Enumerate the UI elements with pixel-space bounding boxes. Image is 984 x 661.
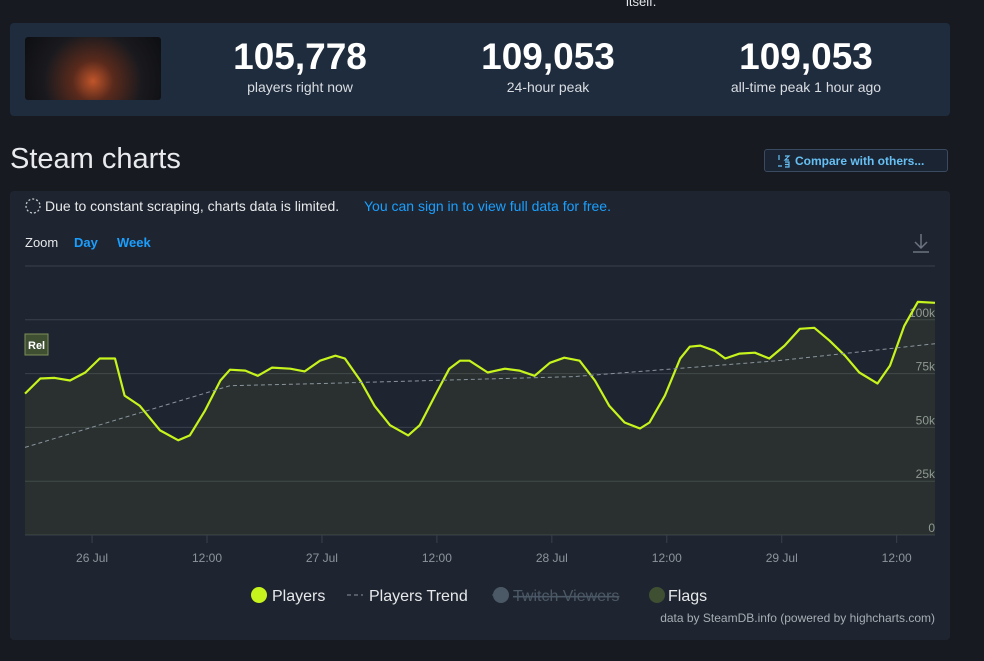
legend-symbol: [649, 587, 665, 603]
x-tick-label: 12:00: [192, 551, 222, 565]
zoom-option[interactable]: Week: [117, 235, 151, 250]
legend-item[interactable]: Players: [251, 587, 325, 605]
zoom-option[interactable]: Day: [74, 235, 99, 250]
legend-symbol: [251, 587, 267, 603]
section-title: Steam charts: [10, 143, 181, 175]
flag-label: Rel: [28, 340, 45, 352]
game-thumbnail: [25, 37, 161, 100]
y-tick-label: 100k: [909, 306, 936, 320]
notice-link[interactable]: You can sign in to view full data for fr…: [364, 198, 611, 214]
x-tick-label: 12:00: [652, 551, 682, 565]
compare-icon: [778, 155, 791, 168]
y-tick-label: 25k: [916, 467, 936, 481]
series-line: [24, 300, 936, 442]
series-area: [25, 301, 935, 535]
stat: 109,053 all-time peak 1 hour ago: [696, 35, 916, 95]
compare-button[interactable]: Compare with others...: [764, 149, 948, 172]
legend-item[interactable]: Twitch Viewers: [492, 587, 619, 605]
x-tick-label: 28 Jul: [536, 551, 568, 565]
x-tick-label: 12:00: [882, 551, 912, 565]
y-tick-label: 50k: [916, 413, 936, 427]
stat-value: 105,778: [233, 36, 367, 77]
x-tick-label: 29 Jul: [766, 551, 798, 565]
stat: 105,778 players right now: [190, 35, 410, 95]
stat: 109,053 24-hour peak: [438, 35, 658, 95]
stat-value: 109,053: [739, 36, 873, 77]
legend-item[interactable]: Flags: [649, 587, 707, 605]
top-text: itself.: [626, 0, 657, 9]
x-tick-label: 12:00: [422, 551, 452, 565]
x-tick-label: 26 Jul: [76, 551, 108, 565]
x-tick-label: 27 Jul: [306, 551, 338, 565]
chart-panel: [10, 191, 950, 640]
notice-icon: [25, 198, 41, 214]
y-tick-label: 75k: [916, 360, 936, 374]
stat-label: 24-hour peak: [506, 79, 590, 95]
stats-panel: 105,778 players right now 109,053 24-hour …: [10, 23, 950, 116]
series-line: [24, 343, 936, 448]
legend-label: Players Trend: [369, 588, 468, 605]
chart: Due to constant scraping, charts data is…: [10, 191, 950, 640]
legend-item[interactable]: Players Trend: [347, 588, 468, 605]
zoom-label: Zoom: [25, 235, 58, 250]
stat-value: 109,053: [481, 36, 615, 77]
notice-text: Due to constant scraping, charts data is…: [45, 198, 339, 214]
legend-label: Flags: [668, 588, 707, 605]
flag-box: [24, 333, 49, 356]
legend-label: Players: [272, 588, 325, 605]
stat-label: all-time peak 1 hour ago: [730, 79, 882, 95]
credit: data by SteamDB.info (powered by highcha…: [660, 611, 935, 625]
compare-label[interactable]: Compare with others...: [795, 154, 925, 168]
legend-label: Twitch Viewers: [513, 588, 619, 605]
stat-label: players right now: [247, 79, 353, 95]
download-icon[interactable]: [913, 234, 929, 253]
y-tick-label: 0: [928, 521, 935, 535]
